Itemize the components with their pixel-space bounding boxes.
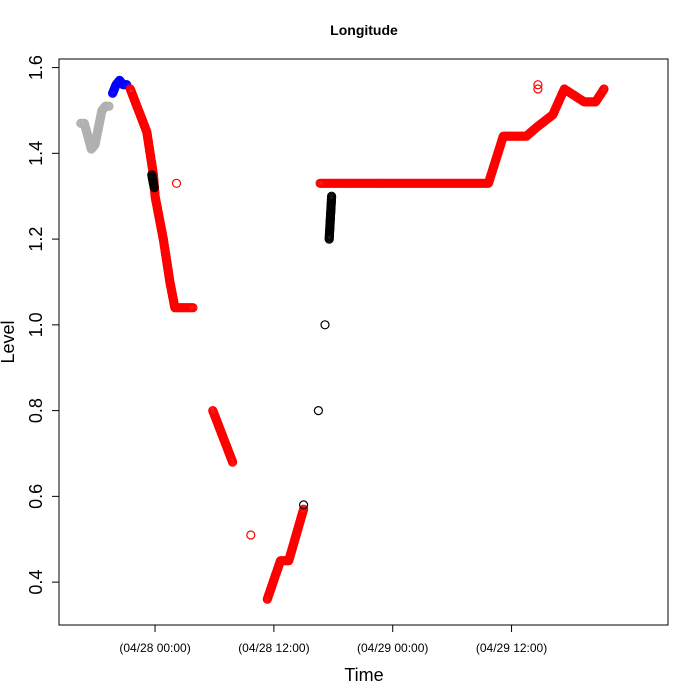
data-point: [228, 457, 238, 467]
y-tick-label: 1.4: [26, 141, 46, 166]
data-point: [299, 504, 309, 514]
data-points: [76, 75, 609, 604]
data-point: [246, 530, 256, 540]
data-point: [171, 178, 182, 188]
y-tick-label: 1.2: [26, 227, 46, 252]
y-axis: 0.4 0.6 0.8 1.0 1.2 1.4 1.6: [26, 55, 60, 595]
data-point: [598, 85, 608, 95]
y-tick-label: 0.6: [26, 484, 46, 509]
data-point: [313, 406, 323, 416]
data-point: [327, 191, 337, 201]
y-tick-label: 1.0: [26, 312, 46, 337]
x-tick-label: (04/28 12:00): [238, 641, 309, 655]
series-4: [171, 80, 543, 188]
x-tick-label: (04/28 00:00): [119, 641, 190, 655]
series-3: [147, 170, 337, 510]
data-point: [599, 84, 609, 94]
series-1: [107, 75, 132, 98]
data-point: [188, 303, 198, 313]
y-tick-label: 1.6: [26, 55, 46, 80]
chart-title: Longitude: [330, 22, 398, 38]
x-tick-label: (04/29 12:00): [476, 641, 547, 655]
x-axis-label: Time: [344, 665, 383, 685]
y-axis-label: Level: [0, 320, 18, 363]
y-tick-label: 0.4: [26, 570, 46, 595]
data-point: [533, 80, 543, 90]
series-0: [76, 101, 114, 154]
x-tick-label: (04/29 00:00): [357, 641, 428, 655]
data-point: [299, 500, 309, 510]
data-point: [104, 101, 114, 111]
data-point: [320, 320, 330, 330]
data-point: [533, 84, 543, 94]
y-tick-label: 0.8: [26, 398, 46, 423]
x-axis: (04/28 00:00) (04/28 12:00) (04/29 00:00) (…: [119, 624, 547, 655]
data-point: [149, 183, 159, 193]
series-2: [125, 84, 609, 604]
